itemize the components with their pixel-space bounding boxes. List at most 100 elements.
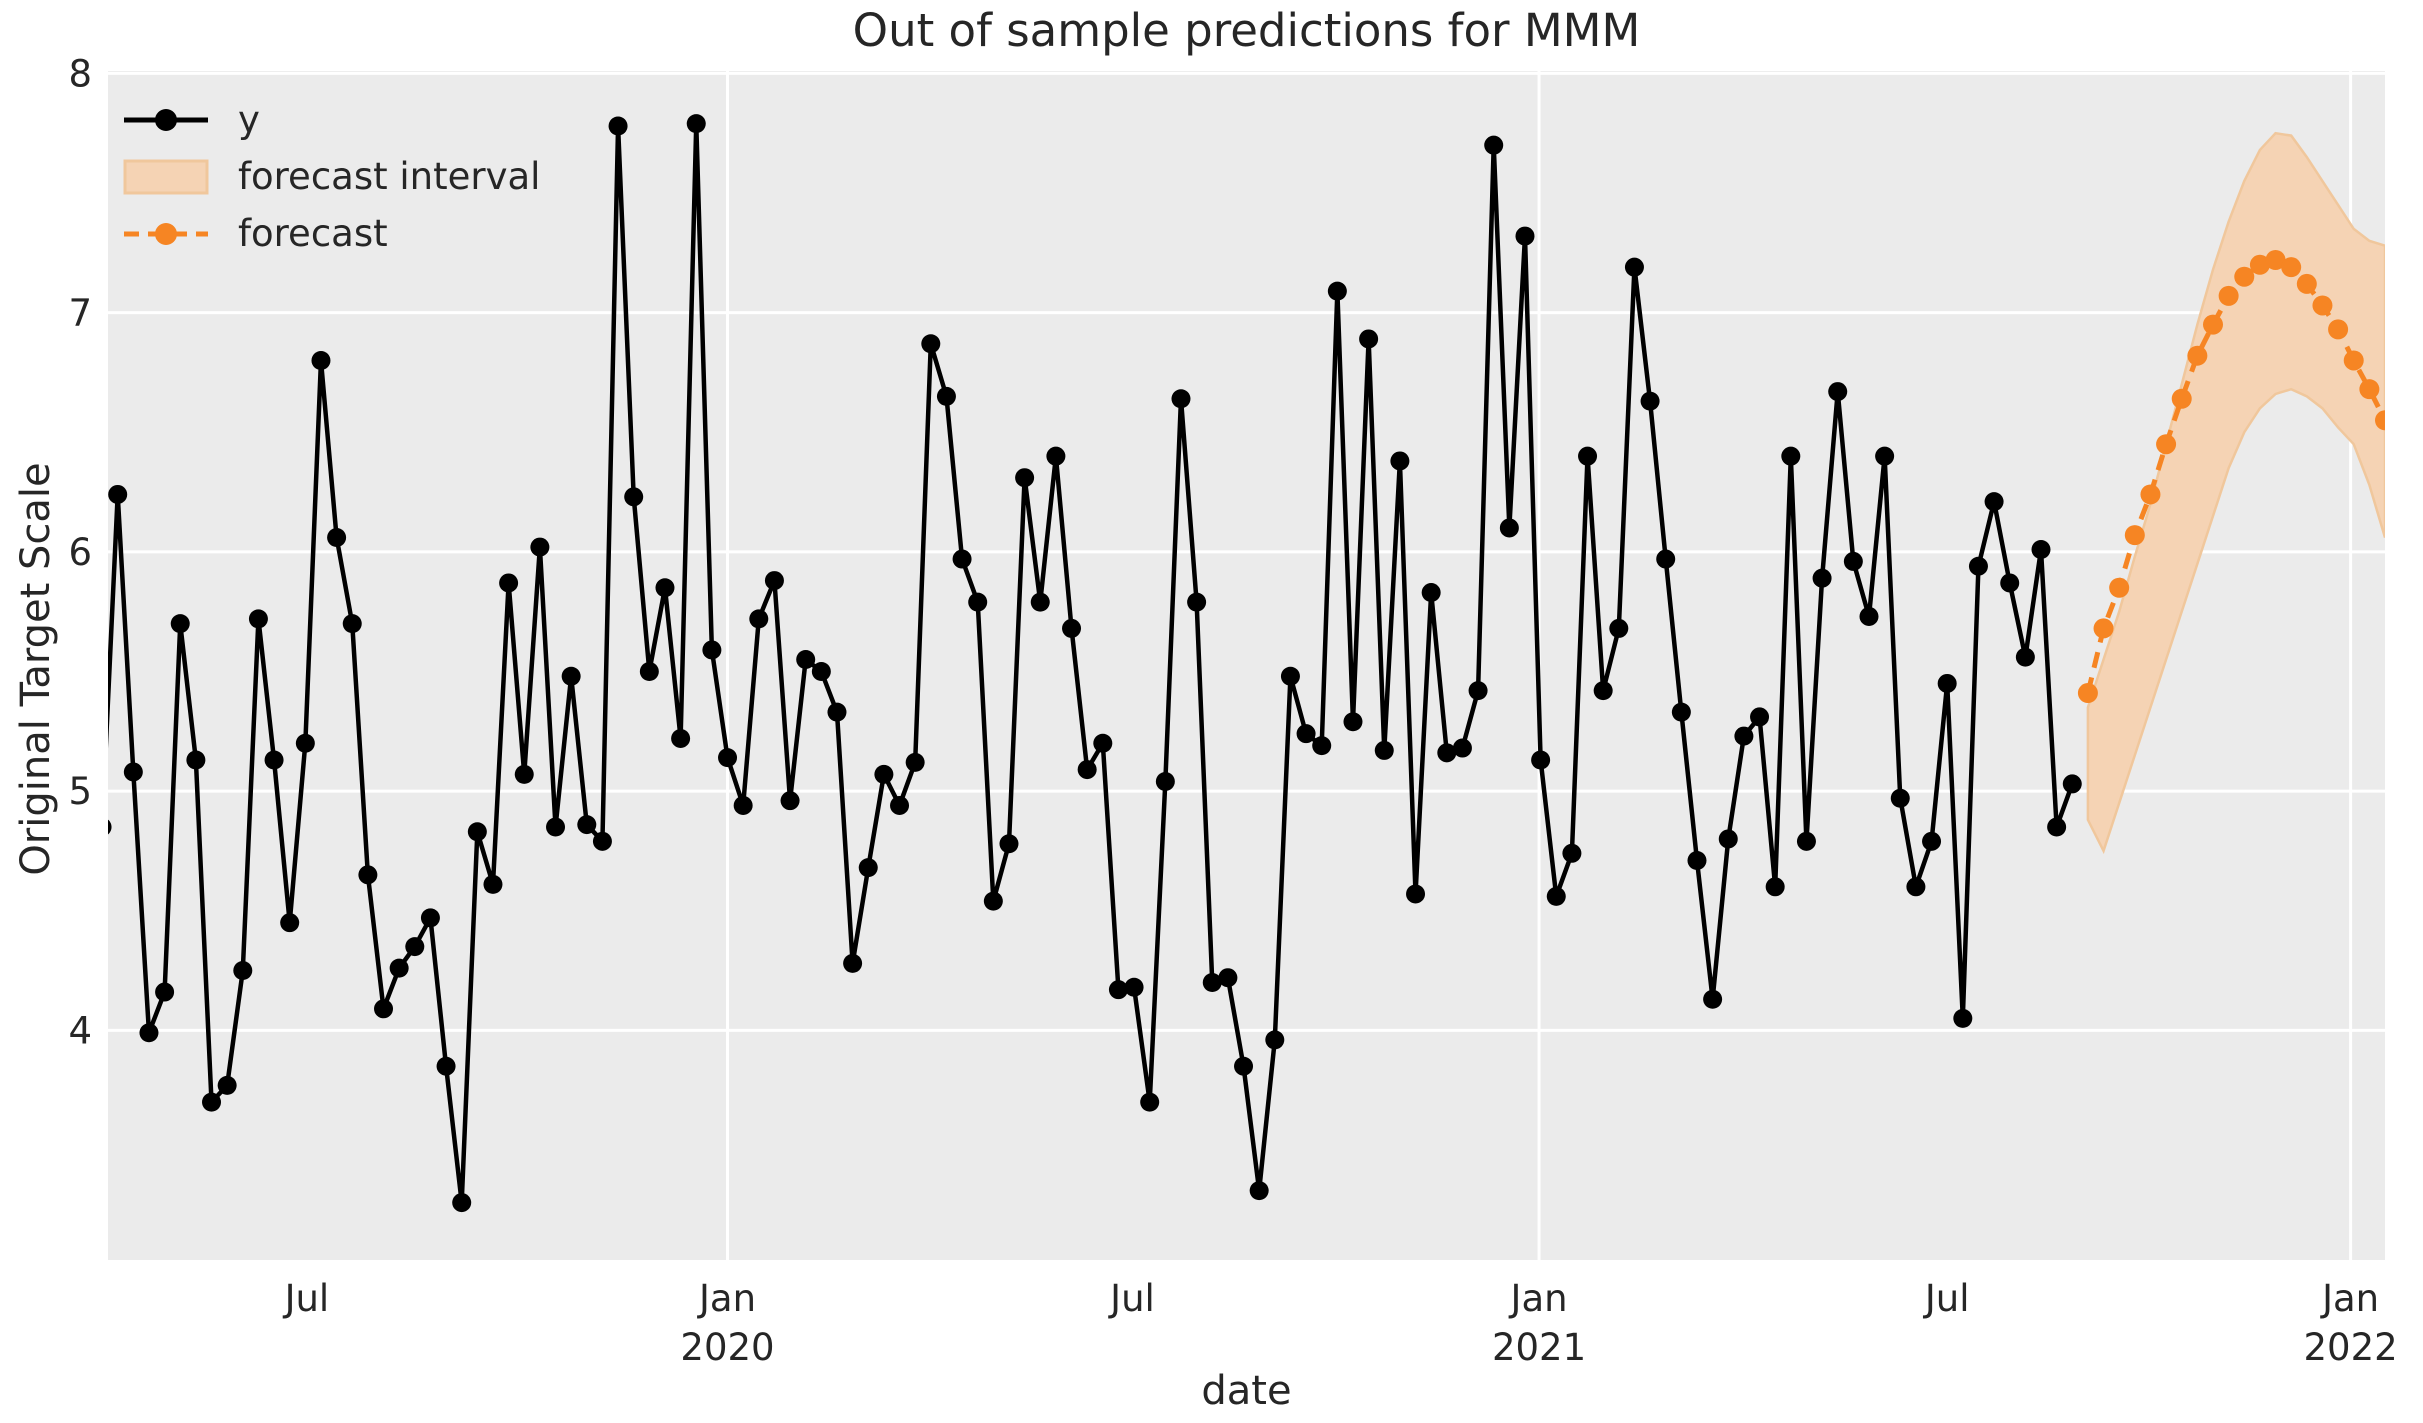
x-tick-label-2: Jul xyxy=(1108,1277,1155,1320)
y-series-point xyxy=(1218,968,1238,988)
y-series-point xyxy=(811,661,831,681)
y-series-point xyxy=(1484,135,1504,155)
y-series-point xyxy=(1140,1092,1160,1112)
forecast-point xyxy=(2375,410,2385,431)
y-tick-label-5: 5 xyxy=(68,770,92,813)
legend-label-y: y xyxy=(238,98,260,141)
y-axis-label: Original Target Scale xyxy=(13,462,59,876)
y-series-point xyxy=(1546,886,1566,906)
y-series-point xyxy=(108,484,128,504)
y-series-point xyxy=(1249,1181,1269,1201)
y-series-point xyxy=(1937,673,1957,693)
y-series-point xyxy=(1390,451,1410,471)
y-series-point xyxy=(733,795,753,815)
forecast-point xyxy=(2124,525,2145,546)
y-series-point xyxy=(1062,618,1082,638)
y-series-point xyxy=(1843,551,1863,571)
y-series-point xyxy=(1452,738,1472,758)
y-series-point xyxy=(561,666,581,686)
y-series-point xyxy=(123,762,143,782)
forecast-point xyxy=(2156,434,2177,455)
y-series-point xyxy=(1030,592,1050,612)
y-series-point xyxy=(2062,774,2082,794)
y-tick-label-6: 6 xyxy=(68,531,92,574)
y-series-point xyxy=(420,908,440,928)
y-series-point xyxy=(342,614,362,634)
y-series-point xyxy=(827,702,847,722)
y-series-point xyxy=(280,913,300,933)
y-series-point xyxy=(1359,329,1379,349)
legend-item-y: y xyxy=(122,98,540,142)
forecast-point xyxy=(2343,350,2364,371)
forecast-point xyxy=(2171,388,2192,409)
forecast-interval-band xyxy=(2086,131,2385,855)
y-series-point xyxy=(1953,1008,1973,1028)
y-series-point xyxy=(202,1092,222,1112)
y-series-point xyxy=(1968,556,1988,576)
legend-item-forecast: forecast xyxy=(122,212,540,256)
y-series-point xyxy=(374,999,394,1019)
y-series-point xyxy=(1124,977,1144,997)
y-series-point xyxy=(1515,226,1535,246)
y-series-point xyxy=(608,116,628,136)
y-series-point xyxy=(983,891,1003,911)
y-tick-label-4: 4 xyxy=(68,1009,92,1052)
x-tick-year-label-1: 2020 xyxy=(680,1326,774,1369)
y-series-point xyxy=(1750,707,1770,727)
y-series-point xyxy=(248,609,268,629)
y-series-point xyxy=(577,815,597,835)
y-tick-label-7: 7 xyxy=(68,292,92,335)
y-series-point xyxy=(1765,877,1785,897)
y-series-point xyxy=(718,748,738,768)
forecast-point xyxy=(2296,273,2317,294)
y-series-point xyxy=(1171,389,1191,409)
y-series-point xyxy=(452,1193,472,1213)
y-series-point xyxy=(1656,549,1676,569)
y-series-point xyxy=(389,958,409,978)
y-series-point xyxy=(1093,733,1113,753)
y-series-point xyxy=(592,831,612,851)
y-series-point xyxy=(1077,760,1097,780)
y-series-point xyxy=(1703,989,1723,1009)
y-series-point xyxy=(186,750,206,770)
y-series-point xyxy=(1906,877,1926,897)
forecast-marker-icon xyxy=(124,223,208,245)
y-tick-label-8: 8 xyxy=(68,52,92,95)
y-series-point xyxy=(2047,817,2067,837)
y-series-point xyxy=(358,865,378,885)
y-series-point xyxy=(1108,980,1128,1000)
y-series-point xyxy=(1578,446,1598,466)
y-series-point xyxy=(1531,750,1551,770)
y-series-point xyxy=(1499,518,1519,538)
y-series-point xyxy=(327,528,347,548)
y-series-point xyxy=(1406,884,1426,904)
y-series-point xyxy=(890,795,910,815)
y-series-point xyxy=(843,953,863,973)
y-series-point xyxy=(796,650,816,670)
y-series-point xyxy=(1593,681,1613,701)
y-series-point xyxy=(155,982,175,1002)
y-series-point xyxy=(1718,829,1738,849)
forecast-point xyxy=(2218,285,2239,306)
y-series-point xyxy=(671,728,691,748)
y-series-point xyxy=(1890,788,1910,808)
y-series-point xyxy=(1687,850,1707,870)
y-series-point xyxy=(655,578,675,598)
forecast-point xyxy=(2312,295,2333,316)
series-layer xyxy=(108,114,2385,1213)
y-series-point xyxy=(1343,712,1363,732)
y-series-point xyxy=(1984,492,2004,512)
y-series-point xyxy=(1468,681,1488,701)
y-series-point xyxy=(1187,592,1207,612)
legend-item-forecast-interval: forecast interval xyxy=(122,155,540,199)
chart-title: Out of sample predictions for MMM xyxy=(852,4,1641,57)
y-series-point xyxy=(1312,736,1332,756)
y-series-point xyxy=(780,791,800,811)
x-tick-label-1: Jan xyxy=(697,1277,756,1320)
forecast-point xyxy=(2281,257,2302,278)
y-series-point xyxy=(467,822,487,842)
y-series-marker-icon xyxy=(124,109,208,131)
y-series-point xyxy=(139,1023,159,1043)
y-series-point xyxy=(170,614,190,634)
